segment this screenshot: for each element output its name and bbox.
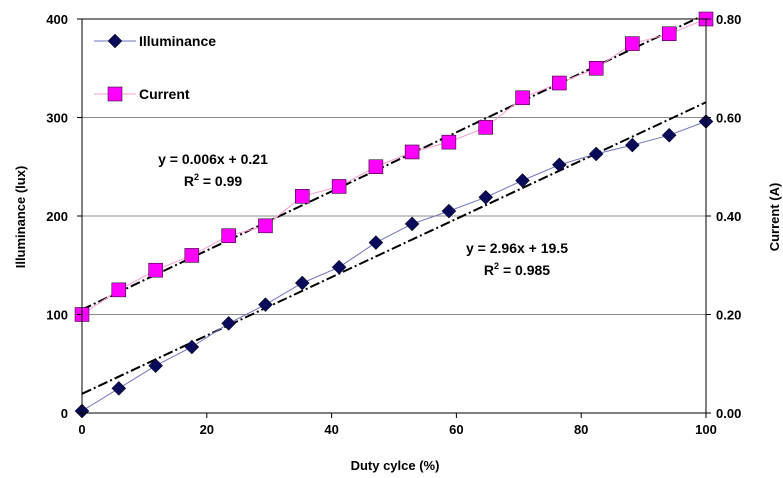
y-axis-right-title: Current (A) (767, 183, 782, 252)
data-point-illuminance (111, 381, 127, 396)
axes (77, 18, 711, 418)
x-tick-label: 60 (449, 422, 463, 437)
data-point-current (404, 144, 420, 160)
x-tick-label: 100 (695, 422, 717, 437)
data-point-current (478, 120, 493, 135)
x-tick-label: 20 (200, 422, 214, 437)
trend-lines (81, 13, 707, 395)
legend: Illuminance Current (94, 33, 216, 102)
data-point-current (588, 61, 604, 76)
trend-annotation-illuminance: y = 2.96x + 19.5 R2 = 0.985 (466, 240, 568, 278)
data-point-illuminance (258, 297, 273, 313)
data-point-illuminance (404, 216, 420, 232)
y-left-tick-label: 200 (46, 209, 68, 224)
data-point-illuminance (478, 189, 494, 205)
data-point-current (111, 282, 127, 298)
y-left-tick-label: 0 (61, 406, 68, 421)
data-point-current (552, 75, 567, 91)
x-axis-title: Duty cylce (%) (351, 458, 440, 473)
legend-item-illuminance: Illuminance (94, 33, 216, 49)
legend-marker-illuminance (107, 33, 123, 49)
data-point-illuminance (294, 275, 310, 291)
data-point-illuminance (625, 137, 640, 153)
y-right-tick-label: 0.80 (716, 12, 741, 27)
data-point-illuminance (588, 146, 604, 162)
data-point-illuminance (661, 127, 677, 143)
trendline-illuminance (81, 101, 707, 395)
legend-marker-current (107, 86, 123, 102)
x-tick-label: 80 (574, 422, 588, 437)
data-point-current (258, 218, 273, 234)
data-point-current (515, 90, 530, 106)
trend-r2-illuminance: R2 = 0.985 (484, 261, 550, 278)
trend-equation-current: y = 0.006x + 0.21 (158, 151, 268, 167)
legend-item-current: Current (94, 86, 190, 102)
legend-label-current: Current (139, 86, 190, 102)
trend-r2-current: R2 = 0.99 (184, 172, 243, 189)
data-point-illuminance (515, 173, 530, 188)
data-point-current (368, 159, 384, 174)
trend-equation-illuminance: y = 2.96x + 19.5 (466, 240, 568, 256)
y-right-tick-label: 0.40 (716, 209, 741, 224)
y-right-tick-label: 0.00 (716, 406, 741, 421)
y-right-tick-label: 0.60 (716, 111, 741, 126)
trend-annotation-current: y = 0.006x + 0.21 R2 = 0.99 (158, 151, 268, 189)
y-axis-left-title: Illuminance (lux) (13, 166, 28, 269)
y-left-tick-label: 400 (46, 12, 68, 27)
tick-labels: 0 20 40 60 80 100 0 100 200 300 400 0.00 0.20 0.40 0.6… (46, 12, 741, 437)
data-point-current (295, 189, 310, 204)
series-lines (81, 18, 707, 412)
data-point-illuminance (148, 358, 163, 374)
x-tick-label: 40 (324, 422, 338, 437)
data-point-illuminance (552, 157, 567, 173)
data-point-current (148, 262, 163, 278)
data-point-current (221, 228, 236, 243)
data-markers (74, 11, 714, 419)
series-line-illuminance (81, 120, 707, 412)
y-left-tick-label: 100 (46, 308, 68, 323)
data-point-current (331, 179, 347, 194)
y-left-tick-label: 300 (46, 111, 68, 126)
y-right-tick-label: 0.20 (716, 308, 741, 323)
data-point-current (661, 26, 677, 42)
x-tick-label: 0 (78, 422, 85, 437)
data-point-illuminance (441, 203, 457, 219)
data-point-current (441, 134, 457, 150)
data-point-illuminance (184, 339, 200, 355)
data-point-current (184, 248, 200, 263)
grid-lines (82, 117, 706, 315)
data-point-illuminance (368, 235, 384, 250)
data-point-current (625, 36, 640, 51)
data-point-illuminance (221, 316, 236, 331)
legend-label-illuminance: Illuminance (139, 33, 216, 49)
data-point-illuminance (331, 259, 347, 275)
